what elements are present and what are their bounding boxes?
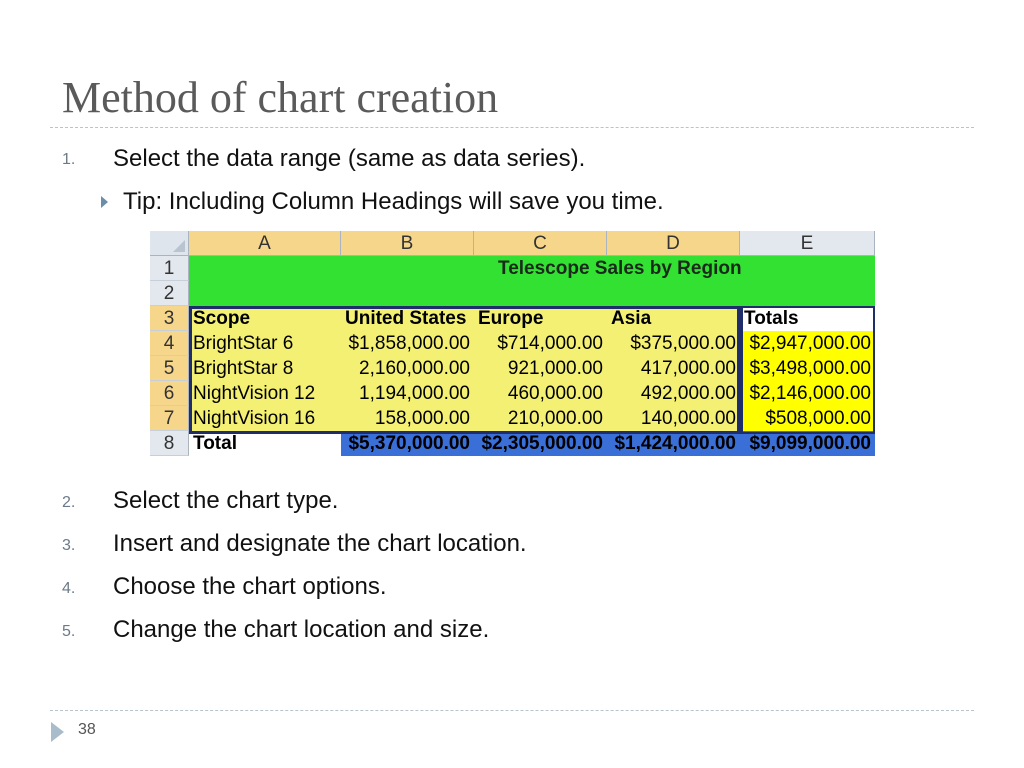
table-cell: 1,194,000.00 — [341, 381, 474, 406]
table-cell: 2,160,000.00 — [341, 356, 474, 381]
table-cell: $508,000.00 — [740, 406, 875, 431]
spreadsheet-image: A B C D E 1 2 3 4 5 6 7 8 Telescope Sale… — [150, 231, 875, 461]
table-cell: 460,000.00 — [474, 381, 607, 406]
column-header-a: A — [189, 231, 341, 256]
step-number-1: 1. — [62, 151, 76, 168]
total-cell: $5,370,000.00 — [341, 431, 474, 456]
total-cell: $9,099,000.00 — [740, 431, 875, 456]
column-header-b: B — [341, 231, 474, 256]
column-header-e: E — [740, 231, 875, 256]
table-cell: NightVision 12 — [189, 381, 341, 406]
table-cell: 140,000.00 — [607, 406, 740, 431]
bullet-arrow-icon — [101, 196, 108, 208]
header-cell-scope: Scope — [189, 306, 341, 331]
table-cell: 158,000.00 — [341, 406, 474, 431]
header-cell-europe: Europe — [474, 306, 607, 331]
step-number-5: 5. — [62, 623, 76, 640]
table-cell: $1,858,000.00 — [341, 331, 474, 356]
table-cell: $2,146,000.00 — [740, 381, 875, 406]
table-cell: BrightStar 6 — [189, 331, 341, 356]
table-title: Telescope Sales by Region — [498, 258, 742, 279]
table-cell: BrightStar 8 — [189, 356, 341, 381]
table-cell: $375,000.00 — [607, 331, 740, 356]
row-header-7: 7 — [150, 406, 189, 431]
page-number: 38 — [78, 721, 96, 738]
step-text-5: Change the chart location and size. — [113, 616, 490, 643]
row-header-4: 4 — [150, 331, 189, 356]
row-header-2: 2 — [150, 281, 189, 306]
table-cell: $2,947,000.00 — [740, 331, 875, 356]
step-number-4: 4. — [62, 580, 76, 597]
column-header-d: D — [607, 231, 740, 256]
step-text-2: Select the chart type. — [113, 487, 339, 514]
step-number-3: 3. — [62, 537, 76, 554]
footer-triangle-icon — [51, 722, 64, 742]
table-cell: $714,000.00 — [474, 331, 607, 356]
step-text-4: Choose the chart options. — [113, 573, 387, 600]
header-cell-totals: Totals — [740, 306, 875, 331]
title-divider — [50, 127, 974, 128]
title-band — [189, 256, 875, 306]
table-cell: 492,000.00 — [607, 381, 740, 406]
step-text-1: Select the data range (same as data seri… — [113, 145, 586, 172]
table-cell: 417,000.00 — [607, 356, 740, 381]
table-cell: $3,498,000.00 — [740, 356, 875, 381]
select-all-corner — [150, 231, 189, 256]
row-header-8: 8 — [150, 431, 189, 456]
column-header-c: C — [474, 231, 607, 256]
total-label-cell: Total — [189, 431, 341, 456]
table-cell: NightVision 16 — [189, 406, 341, 431]
row-header-5: 5 — [150, 356, 189, 381]
step-number-2: 2. — [62, 494, 76, 511]
slide-title: Method of chart creation — [62, 73, 499, 122]
header-cell-asia: Asia — [607, 306, 740, 331]
table-cell: 921,000.00 — [474, 356, 607, 381]
footer-divider — [50, 710, 974, 711]
row-header-6: 6 — [150, 381, 189, 406]
header-cell-us: United States — [341, 306, 474, 331]
row-header-1: 1 — [150, 256, 189, 281]
table-cell: 210,000.00 — [474, 406, 607, 431]
step-text-3: Insert and designate the chart location. — [113, 530, 527, 557]
tip-text: Tip: Including Column Headings will save… — [123, 188, 664, 215]
total-cell: $2,305,000.00 — [474, 431, 607, 456]
corner-triangle-icon — [173, 240, 185, 252]
row-header-3: 3 — [150, 306, 189, 331]
total-cell: $1,424,000.00 — [607, 431, 740, 456]
